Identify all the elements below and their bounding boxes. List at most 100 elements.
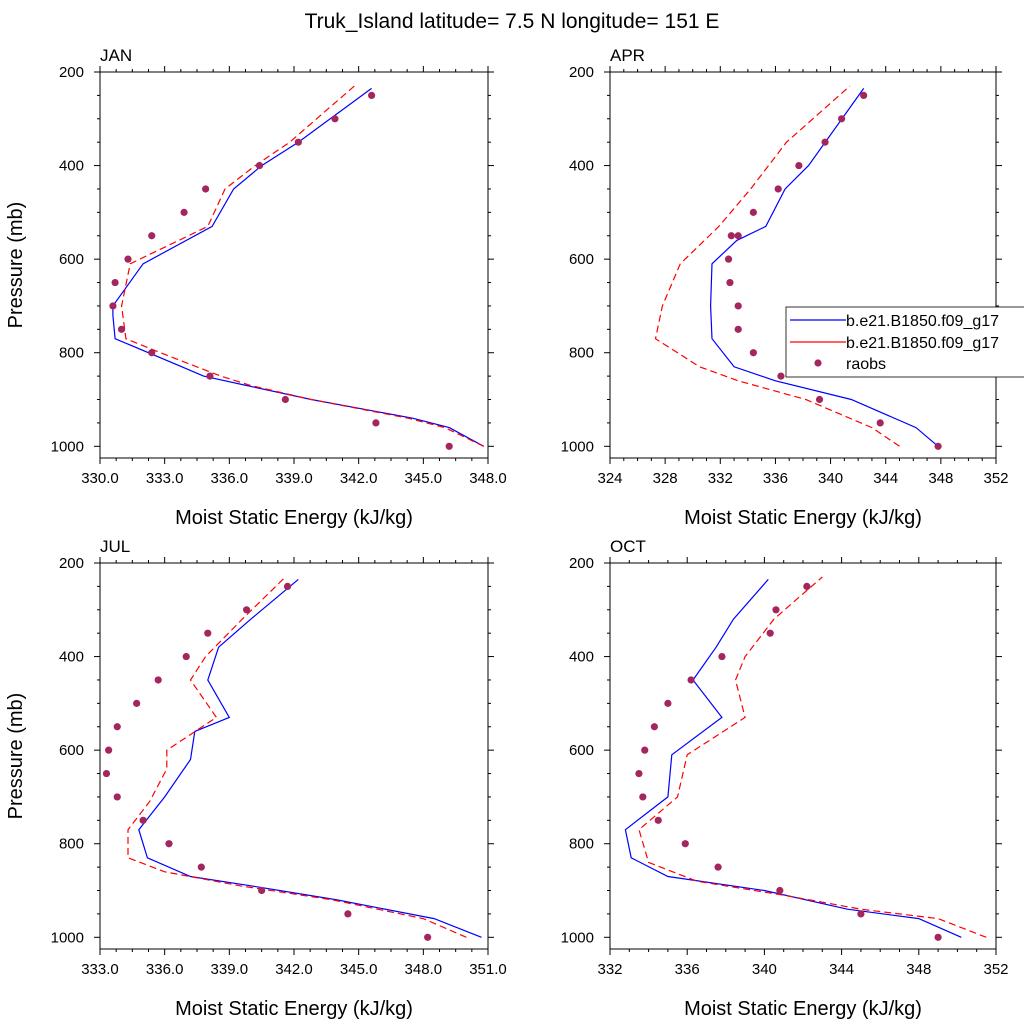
x-tick-label-apr: 352: [983, 470, 1008, 487]
y-tick-label-apr: 400: [569, 158, 594, 175]
x-tick-label-jan: 336.0: [211, 470, 249, 487]
legend-marker-raobs: [814, 359, 822, 367]
raobs-point-jan: [281, 395, 289, 404]
raobs-point-oct: [687, 676, 695, 684]
x-tick-label-jul: 333.0: [81, 961, 119, 978]
raobs-point-oct: [635, 769, 643, 778]
x-tick-label-apr: 324: [597, 470, 622, 487]
y-tick-label-jul: 200: [59, 555, 84, 572]
raobs-point-apr: [876, 419, 884, 427]
raobs-point-jul: [139, 816, 147, 824]
y-tick-label-jan: 600: [59, 251, 84, 268]
y-tick-label-jul: 1000: [51, 929, 84, 946]
x-tick-label-jul: 345.0: [340, 961, 378, 978]
x-tick-label-apr: 332: [708, 470, 733, 487]
y-axis-title-jan: Pressure (mb): [5, 202, 27, 329]
x-axis-title-jul: Moist Static Energy (kJ/kg): [175, 998, 413, 1020]
raobs-point-jul: [204, 629, 212, 637]
x-tick-label-oct: 332: [597, 961, 622, 978]
raobs-point-jan: [109, 302, 117, 310]
model2-line-jan: [120, 85, 484, 447]
legend-label-1: b.e21.B1850.f09_g17: [846, 335, 999, 352]
raobs-point-jan: [111, 278, 119, 287]
raobs-point-apr: [727, 232, 735, 240]
data-layer-apr: [654, 85, 942, 450]
x-tick-label-jul: 336.0: [146, 961, 184, 978]
y-tick-label-jan: 800: [59, 345, 84, 362]
legend-label-2: raobs: [846, 356, 886, 373]
raobs-point-jul: [105, 746, 113, 754]
x-tick-label-jul: 342.0: [275, 961, 313, 978]
x-tick-label-apr: 340: [818, 470, 843, 487]
x-tick-label-oct: 336: [675, 961, 700, 978]
raobs-point-oct: [664, 699, 672, 707]
raobs-point-apr: [734, 325, 742, 333]
raobs-point-apr: [777, 372, 785, 380]
raobs-point-oct: [803, 582, 811, 590]
plot-frame-jan: [99, 71, 489, 459]
raobs-point-jul: [258, 886, 266, 895]
panel-apr: APR 324 328 332 336 340 344 348 352 200 400 600 800 1…: [561, 46, 1009, 529]
raobs-point-jul: [182, 652, 190, 661]
y-tick-label-apr: 200: [569, 64, 594, 81]
raobs-point-apr: [724, 255, 733, 263]
raobs-point-jan: [255, 161, 264, 170]
raobs-point-jan: [372, 419, 380, 427]
raobs-point-jul: [344, 910, 352, 918]
raobs-point-apr: [838, 115, 846, 123]
y-tick-label-apr: 600: [569, 251, 594, 268]
x-tick-label-jul: 351.0: [469, 961, 507, 978]
raobs-point-apr: [815, 395, 824, 404]
raobs-point-jul: [102, 769, 111, 778]
x-tick-label-apr: 336: [763, 470, 788, 487]
model1-line-apr: [709, 88, 939, 447]
panel-title-jul: JUL: [100, 537, 130, 556]
raobs-point-oct: [714, 863, 722, 871]
panel-oct: OCT 332 336 340 344 348 352 200 400 600 800 1000 Moi…: [561, 537, 1009, 1020]
x-tick-label-oct: 344: [829, 961, 854, 978]
y-axis-title-jul: Pressure (mb): [5, 693, 27, 820]
x-axis-title-jan: Moist Static Energy (kJ/kg): [175, 507, 413, 529]
raobs-point-oct: [718, 652, 726, 661]
panel-title-oct: OCT: [610, 537, 646, 556]
raobs-point-oct: [766, 629, 774, 637]
y-tick-label-oct: 1000: [561, 929, 594, 946]
x-tick-label-jan: 345.0: [405, 470, 443, 487]
legend: b.e21.B1850.f09_g17 b.e21.B1850.f09_g17ra…: [785, 306, 1024, 378]
model2-line-jul: [127, 576, 467, 938]
raobs-point-apr: [934, 442, 942, 450]
x-tick-label-jan: 342.0: [340, 470, 378, 487]
raobs-point-apr: [749, 349, 757, 357]
y-tick-label-jan: 400: [59, 158, 84, 175]
panel-title-jan: JAN: [100, 46, 132, 65]
x-tick-label-oct: 340: [752, 961, 777, 978]
x-axis-title-apr: Moist Static Energy (kJ/kg): [684, 507, 922, 529]
panel-title-apr: APR: [610, 46, 645, 65]
raobs-point-jul: [283, 582, 292, 590]
raobs-point-apr: [795, 161, 803, 170]
raobs-point-oct: [639, 793, 647, 801]
raobs-point-apr: [734, 232, 742, 240]
x-tick-label-jan: 348.0: [469, 470, 507, 487]
y-tick-label-oct: 600: [569, 742, 594, 759]
raobs-point-jan: [148, 349, 156, 357]
raobs-point-oct: [681, 840, 689, 848]
y-tick-label-oct: 200: [569, 555, 594, 572]
raobs-point-jul: [165, 840, 173, 848]
panel-jan: JAN 330.0 333.0 336.0 339.0 342.0 345.0 348.0 20…: [5, 46, 507, 529]
x-tick-label-jul: 348.0: [405, 961, 443, 978]
panel-jul: JUL 333.0 336.0 339.0 342.0 345.0 348.0 351.0 20…: [5, 537, 507, 1020]
x-tick-label-oct: 352: [983, 961, 1008, 978]
data-layer-jan: [109, 85, 484, 450]
raobs-point-jan: [206, 372, 214, 380]
raobs-point-jul: [113, 793, 121, 801]
raobs-point-jul: [197, 863, 205, 871]
model2-line-oct: [638, 576, 987, 938]
raobs-point-jan: [180, 208, 188, 216]
raobs-point-jan: [117, 325, 126, 333]
raobs-point-apr: [860, 91, 868, 99]
x-tick-label-jan: 339.0: [275, 470, 313, 487]
raobs-point-jan: [368, 91, 376, 99]
plot-frame-jul: [99, 562, 489, 950]
